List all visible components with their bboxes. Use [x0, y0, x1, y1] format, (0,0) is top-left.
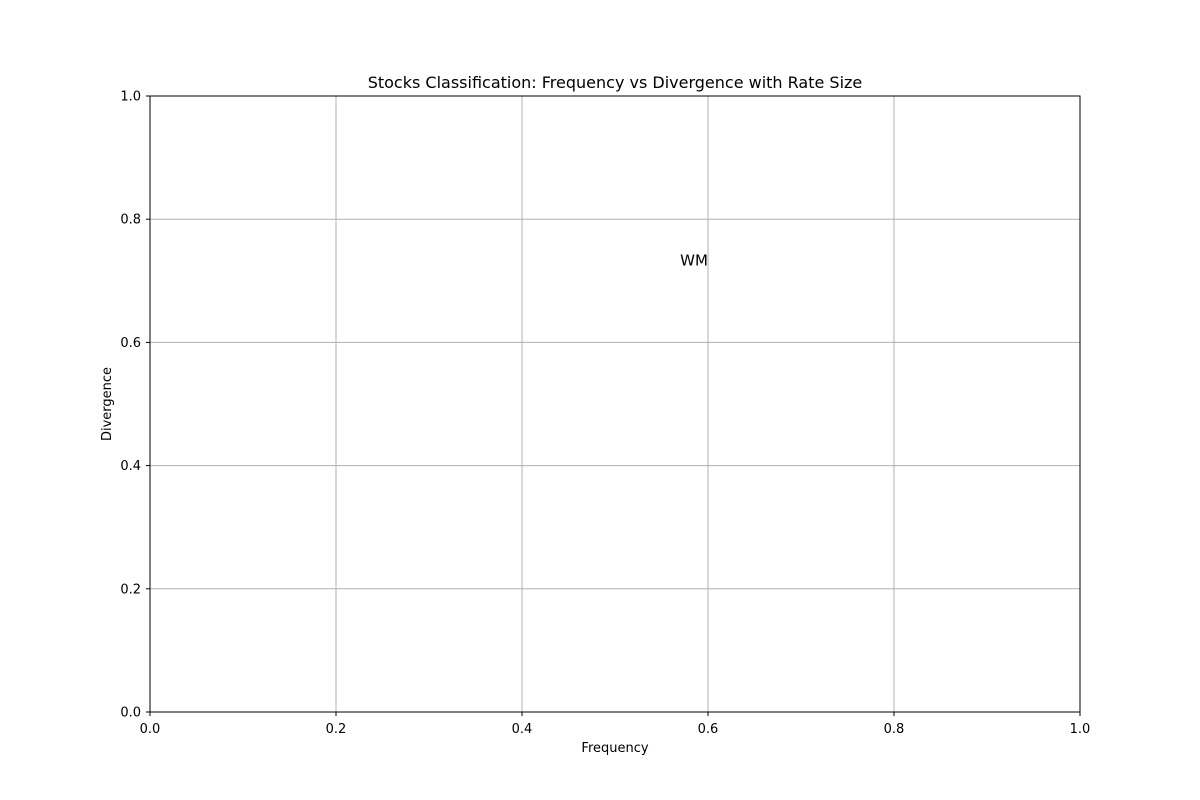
y-tick-label: 0.6 — [120, 336, 141, 351]
x-tick-label: 0.4 — [512, 722, 533, 737]
axis-ticks: 0.0 0.2 0.4 0.6 0.8 1.0 0.0 0.2 0.4 0.6 0.8 1.0 — [120, 90, 1090, 738]
x-tick-label: 0.8 — [884, 722, 905, 737]
chart-title: Stocks Classification: Frequency vs Dive… — [368, 73, 863, 92]
x-tick-label: 0.0 — [140, 722, 161, 737]
x-tick-label: 1.0 — [1070, 722, 1091, 737]
x-tick-label: 0.2 — [326, 722, 347, 737]
y-axis-label: Divergence — [100, 367, 115, 441]
plot-frame — [149, 95, 1081, 713]
annotations: WM — [680, 251, 708, 269]
y-tick-label: 0.8 — [120, 213, 141, 228]
y-tick-label: 1.0 — [120, 90, 141, 105]
y-tick-label: 0.2 — [120, 582, 141, 597]
grid-lines — [149, 95, 1081, 713]
x-tick-label: 0.6 — [698, 722, 719, 737]
y-tick-label: 0.0 — [120, 706, 141, 721]
x-axis-label: Frequency — [581, 741, 648, 756]
point-annotation: WM — [680, 251, 708, 269]
y-tick-label: 0.4 — [120, 459, 141, 474]
